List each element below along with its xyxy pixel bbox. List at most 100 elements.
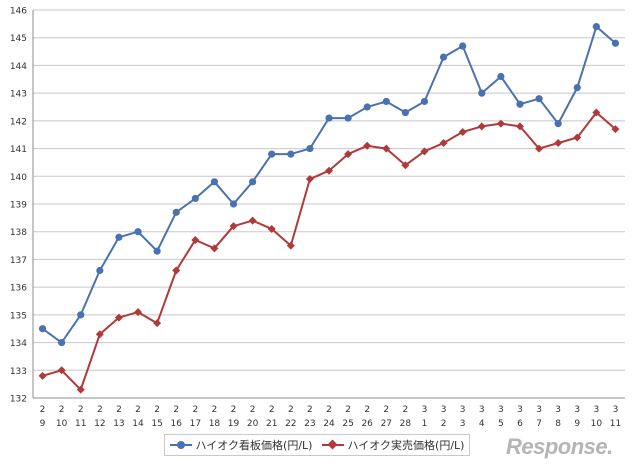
data-point-0 xyxy=(401,108,409,117)
data-point-1 xyxy=(38,371,47,380)
x-tick-label-month: 2 xyxy=(403,405,409,415)
x-tick-label-month: 2 xyxy=(97,405,103,415)
x-tick-label-month: 2 xyxy=(345,405,351,415)
x-tick-label-month: 3 xyxy=(517,405,523,415)
data-point-0 xyxy=(191,194,199,203)
y-tick-label: 134 xyxy=(10,339,27,349)
data-point-0 xyxy=(516,100,524,108)
x-tick-label-day: 9 xyxy=(574,419,580,429)
y-tick-label: 138 xyxy=(10,228,27,238)
data-point-1 xyxy=(458,127,467,136)
legend-swatch-circle-icon xyxy=(169,440,192,450)
x-tick-label-month: 2 xyxy=(383,405,389,415)
data-point-1 xyxy=(305,175,314,184)
data-point-0 xyxy=(325,114,333,122)
data-point-1 xyxy=(229,222,238,231)
data-point-0 xyxy=(573,84,581,92)
legend-swatch-diamond-icon xyxy=(321,439,344,450)
x-tick-label-month: 2 xyxy=(192,405,198,415)
data-point-0 xyxy=(306,144,314,153)
data-point-1 xyxy=(267,224,276,233)
data-point-1 xyxy=(191,236,200,245)
x-tick-label-month: 3 xyxy=(441,405,447,415)
legend-item-actual-price: ハイオク実売価格(円/L) xyxy=(321,437,464,453)
x-tick-label-month: 2 xyxy=(231,405,237,415)
x-tick-label-month: 2 xyxy=(135,405,141,415)
x-tick-label-month: 2 xyxy=(212,405,218,415)
x-tick-label-month: 2 xyxy=(269,405,275,415)
x-tick-label-day: 16 xyxy=(170,419,182,429)
data-point-1 xyxy=(57,366,66,375)
x-tick-label-month: 2 xyxy=(40,405,46,415)
x-tick-label-day: 3 xyxy=(460,419,466,429)
x-tick-label-month: 2 xyxy=(59,405,65,415)
x-tick-label-month: 2 xyxy=(250,405,256,415)
x-tick-label-day: 19 xyxy=(228,419,240,429)
x-tick-label-day: 23 xyxy=(304,419,315,429)
y-tick-label: 136 xyxy=(10,284,27,294)
series-line-0 xyxy=(41,25,617,344)
x-tick-label-month: 3 xyxy=(422,405,428,415)
x-tick-label-day: 26 xyxy=(361,419,373,429)
response-logo-watermark: Response. xyxy=(506,434,613,459)
x-tick-label-day: 17 xyxy=(190,419,201,429)
y-tick-label: 146 xyxy=(10,7,27,17)
x-tick-label-month: 3 xyxy=(555,405,561,415)
data-point-0 xyxy=(77,311,85,319)
x-tick-label-month: 3 xyxy=(479,405,485,415)
data-point-0 xyxy=(497,72,505,81)
y-tick-label: 137 xyxy=(10,256,27,266)
y-tick-label: 145 xyxy=(10,34,27,44)
x-tick-label-month: 2 xyxy=(78,405,84,415)
x-tick-label-month: 3 xyxy=(574,405,580,415)
data-point-0 xyxy=(96,266,104,275)
chart-legend: ハイオク看板価格(円/L) ハイオク実売価格(円/L) xyxy=(164,434,470,456)
data-point-0 xyxy=(287,150,295,158)
data-point-0 xyxy=(439,53,448,61)
x-tick-label-day: 11 xyxy=(610,419,621,429)
data-point-0 xyxy=(382,97,390,106)
data-point-1 xyxy=(439,139,448,148)
x-tick-label-day: 25 xyxy=(342,419,353,429)
data-point-1 xyxy=(286,241,295,250)
data-point-0 xyxy=(592,23,600,31)
data-point-1 xyxy=(382,144,391,153)
data-point-0 xyxy=(554,120,562,128)
data-point-0 xyxy=(268,150,276,158)
x-tick-label-month: 3 xyxy=(460,405,466,415)
y-tick-label: 133 xyxy=(10,367,27,377)
x-tick-label-day: 13 xyxy=(113,419,124,429)
legend-label-posted-price: ハイオク看板価格(円/L) xyxy=(195,439,313,452)
data-point-0 xyxy=(172,208,180,216)
x-tick-label-month: 2 xyxy=(307,405,313,415)
data-point-1 xyxy=(172,266,181,275)
y-tick-label: 135 xyxy=(10,311,27,321)
x-tick-label-day: 4 xyxy=(479,419,485,429)
series-line-1 xyxy=(42,111,617,391)
x-tick-label-day: 11 xyxy=(75,419,86,429)
data-point-0 xyxy=(134,228,142,236)
x-tick-label-month: 3 xyxy=(536,405,542,415)
data-point-1 xyxy=(76,385,85,394)
data-point-1 xyxy=(153,319,162,328)
x-tick-label-day: 10 xyxy=(591,419,603,429)
x-tick-label-day: 27 xyxy=(381,419,392,429)
x-tick-label-day: 28 xyxy=(400,419,412,429)
data-point-0 xyxy=(249,178,257,186)
x-tick-label-month: 3 xyxy=(613,405,619,415)
x-tick-label-month: 2 xyxy=(116,405,122,415)
data-point-0 xyxy=(459,42,467,50)
data-point-1 xyxy=(248,216,257,225)
y-tick-label: 139 xyxy=(10,201,27,211)
x-tick-label-day: 9 xyxy=(40,419,46,429)
data-point-1 xyxy=(592,108,601,117)
data-point-1 xyxy=(554,139,563,148)
x-tick-label-month: 2 xyxy=(288,405,294,415)
data-point-1 xyxy=(401,161,410,170)
data-point-1 xyxy=(325,166,333,175)
data-point-1 xyxy=(496,119,505,128)
data-point-0 xyxy=(535,95,543,103)
x-tick-label-month: 2 xyxy=(154,405,160,415)
data-point-0 xyxy=(115,233,123,241)
data-point-1 xyxy=(363,141,372,150)
